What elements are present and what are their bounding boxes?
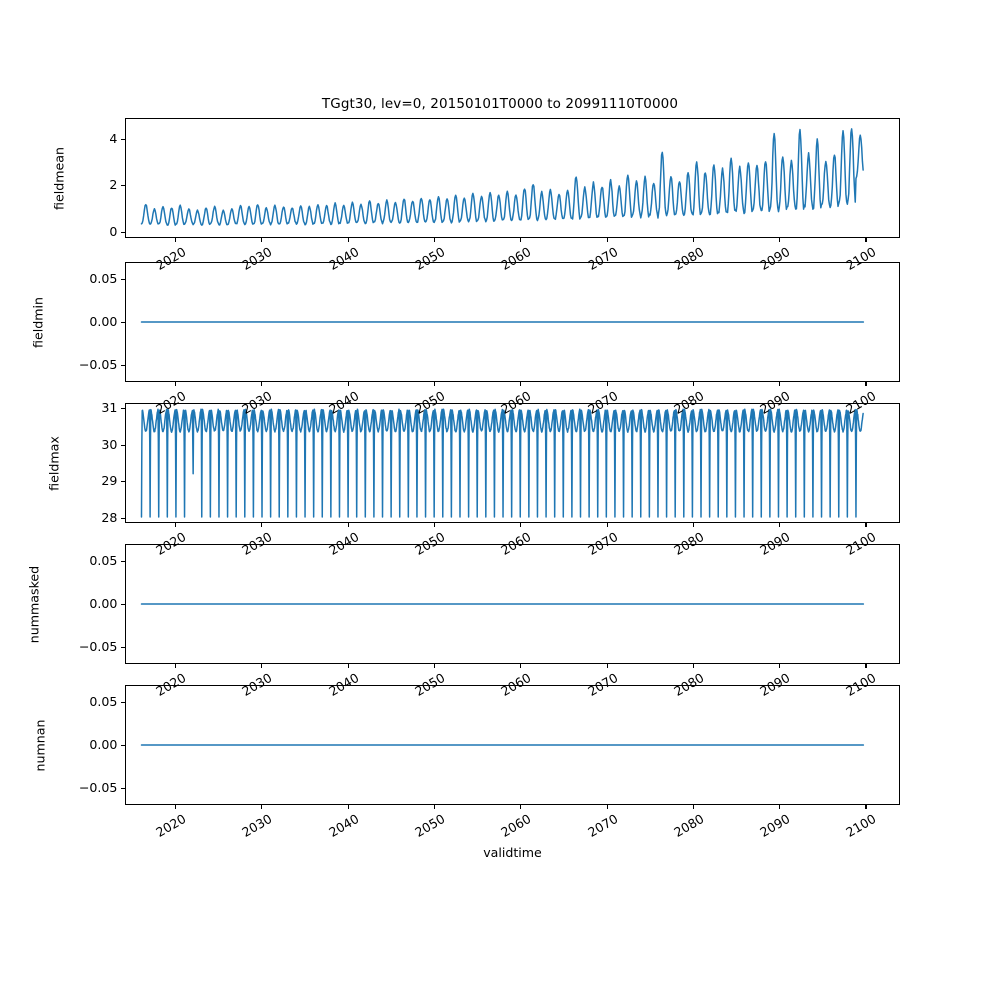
panel-fieldmax [125, 403, 900, 523]
xtick-mark [779, 523, 781, 527]
fieldmin-plot-area [126, 263, 899, 381]
ytick-label: 31 [101, 400, 118, 416]
ytick-mark [121, 408, 125, 410]
xtick-mark [865, 523, 867, 527]
ylabel-nummasked: nummasked [26, 565, 42, 644]
xtick-mark [520, 238, 522, 242]
xtick-mark [692, 382, 694, 386]
xtick-mark [865, 382, 867, 386]
xtick-mark [692, 664, 694, 668]
xtick-mark [261, 664, 263, 668]
xtick-mark [433, 664, 435, 668]
ytick-mark [121, 139, 125, 141]
ytick-label: 4 [109, 131, 118, 147]
xtick-mark [779, 382, 781, 386]
xtick-mark [347, 805, 349, 809]
xtick-mark [175, 238, 177, 242]
ytick-mark [121, 322, 125, 324]
ytick-mark [121, 481, 125, 483]
xtick-mark [779, 805, 781, 809]
ytick-label: 0.05 [89, 553, 118, 569]
ytick-mark [121, 604, 125, 606]
ytick-label: −0.05 [78, 779, 118, 795]
xtick-mark [520, 805, 522, 809]
xtick-mark [865, 238, 867, 242]
ytick-label: 30 [101, 436, 118, 452]
ytick-label: −0.05 [78, 638, 118, 654]
ytick-mark [121, 231, 125, 233]
xtick-mark [347, 664, 349, 668]
fieldmean-plot-area [126, 119, 899, 237]
xtick-mark [865, 664, 867, 668]
xtick-mark [433, 238, 435, 242]
xtick-mark [433, 382, 435, 386]
figure-title: TGgt30, lev=0, 20150101T0000 to 20991110… [321, 96, 679, 112]
ytick-mark [121, 279, 125, 281]
ytick-mark [121, 702, 125, 704]
xtick-mark [175, 523, 177, 527]
ytick-label: 0 [109, 223, 118, 239]
panel-nummasked [125, 544, 900, 664]
panel-fieldmean [125, 118, 900, 238]
ytick-mark [121, 561, 125, 563]
ytick-label: −0.05 [78, 356, 118, 372]
xtick-mark [261, 382, 263, 386]
ytick-mark [121, 185, 125, 187]
xtick-mark [261, 238, 263, 242]
numnan-plot-area [126, 686, 899, 804]
xtick-mark [347, 523, 349, 527]
xtick-mark [692, 523, 694, 527]
xtick-mark [520, 664, 522, 668]
ytick-label: 0.00 [89, 596, 118, 611]
xtick-mark [175, 382, 177, 386]
ytick-mark [121, 444, 125, 446]
panel-numnan [125, 685, 900, 805]
ytick-mark [121, 364, 125, 366]
ytick-label: 2 [109, 177, 118, 193]
xtick-mark [692, 805, 694, 809]
xtick-mark [347, 238, 349, 242]
fieldmax-plot-area [126, 404, 899, 522]
xtick-mark [261, 523, 263, 527]
ylabel-fieldmin: fieldmin [30, 297, 46, 348]
xtick-mark [606, 523, 608, 527]
ytick-label: 0.00 [89, 314, 118, 329]
xtick-mark [433, 523, 435, 527]
nummasked-plot-area [126, 545, 899, 663]
xtick-mark [692, 238, 694, 242]
xtick-mark [261, 805, 263, 809]
xtick-mark [606, 238, 608, 242]
xtick-mark [865, 805, 867, 809]
ylabel-fieldmax: fieldmax [46, 436, 62, 491]
xtick-mark [606, 664, 608, 668]
ytick-mark [121, 646, 125, 648]
ytick-label: 0.05 [89, 271, 118, 287]
ytick-mark [121, 787, 125, 789]
xtick-mark [779, 664, 781, 668]
ytick-label: 0.00 [89, 737, 118, 752]
xtick-mark [520, 382, 522, 386]
xtick-mark [347, 382, 349, 386]
xtick-mark [175, 805, 177, 809]
ylabel-numnan: numnan [32, 719, 48, 772]
ytick-label: 29 [101, 473, 118, 489]
panel-fieldmin [125, 262, 900, 382]
xtick-mark [520, 523, 522, 527]
xtick-mark [175, 664, 177, 668]
xtick-mark [433, 805, 435, 809]
ytick-mark [121, 745, 125, 747]
xtick-mark [606, 382, 608, 386]
xtick-mark [779, 238, 781, 242]
ytick-mark [121, 517, 125, 519]
xtick-mark [606, 805, 608, 809]
ytick-label: 28 [101, 509, 118, 525]
ytick-label: 0.05 [89, 694, 118, 710]
xlabel-validtime: validtime [483, 845, 542, 860]
